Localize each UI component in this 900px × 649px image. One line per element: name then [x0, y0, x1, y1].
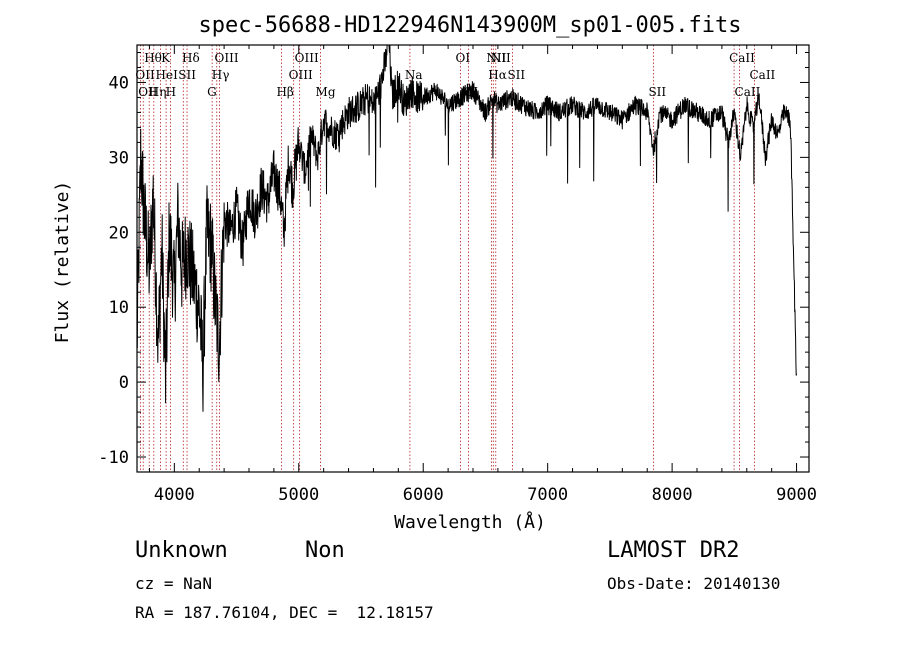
- x-axis-label: Wavelength (Å): [394, 511, 546, 533]
- x-tick-label: 6000: [403, 485, 444, 505]
- y-tick-label: -10: [98, 448, 129, 468]
- plot-frame: [136, 44, 810, 473]
- y-tick-label: 20: [109, 223, 129, 243]
- spectral-line-label: SII: [648, 85, 666, 99]
- x-axis: 4000 5000 6000 7000 8000 9000: [148, 45, 817, 505]
- spectral-line-label: Hα: [488, 68, 507, 82]
- redshift-text: cz = NaN: [135, 574, 213, 593]
- coordinates: RA = 187.76104, DEC = 12.18157: [135, 603, 434, 622]
- spectral-line-label: H: [166, 85, 176, 99]
- spectral-line-label: Hδ: [182, 51, 200, 65]
- x-tick-label: 7000: [527, 485, 568, 505]
- y-axis-label: Flux (relative): [52, 181, 73, 344]
- spectral-line-label: OII: [138, 85, 158, 99]
- chart-title: spec-56688-HD122946N143900M_sp01-005.fit…: [198, 13, 741, 38]
- spectral-line-label: Hβ: [276, 85, 293, 99]
- spectral-line-label: Mg: [316, 85, 336, 99]
- x-tick-label: 5000: [278, 485, 319, 505]
- spectral-line-label: CaII: [729, 51, 755, 65]
- spectral-line-label: Na: [405, 68, 423, 82]
- survey-name: LAMOST DR2: [607, 538, 740, 563]
- y-tick-label: 30: [109, 148, 129, 168]
- spectral-line-label: Hθ: [144, 51, 162, 65]
- x-tick-label: 4000: [154, 485, 195, 505]
- spectral-line-label: CaII: [749, 68, 775, 82]
- spectral-line-label: SII: [178, 68, 196, 82]
- object-class: Unknown: [135, 538, 228, 563]
- spectral-line-label: K: [161, 51, 171, 65]
- spectral-line-label: G: [207, 85, 217, 99]
- spectral-line-label: OI: [456, 51, 471, 65]
- flux-series: [136, 44, 798, 412]
- x-tick-label: 9000: [776, 485, 817, 505]
- y-axis: -10 0 10 20 30 40: [98, 51, 809, 468]
- spectral-line-label: HeI: [156, 68, 179, 82]
- spectral-line-labels: OIIOIIHθHηHeIKHSIIHδGHγOIIIHβOIIIOIIIMgN…: [135, 51, 775, 99]
- obs-date: Obs-Date: 20140130: [607, 574, 781, 593]
- spectral-line-label: Hη: [149, 85, 167, 99]
- y-tick-label: 10: [109, 298, 129, 318]
- spectral-line-label: CaII: [735, 85, 761, 99]
- object-subclass: Non: [305, 538, 345, 563]
- spectral-line-label: OIII: [295, 51, 319, 65]
- spectral-line-label: OIII: [289, 68, 313, 82]
- spectral-line-label: NII: [491, 51, 511, 65]
- x-tick-label: 8000: [652, 485, 693, 505]
- spectral-line-label: NII: [486, 51, 506, 65]
- spectral-line-label: Hγ: [212, 68, 230, 82]
- y-tick-label: 40: [109, 73, 129, 93]
- flux-line: [136, 44, 798, 412]
- y-tick-label: 0: [119, 373, 129, 393]
- spectral-line-label: OII: [135, 68, 155, 82]
- spectral-line-label: OIII: [215, 51, 239, 65]
- spectral-line-label: SII: [507, 68, 525, 82]
